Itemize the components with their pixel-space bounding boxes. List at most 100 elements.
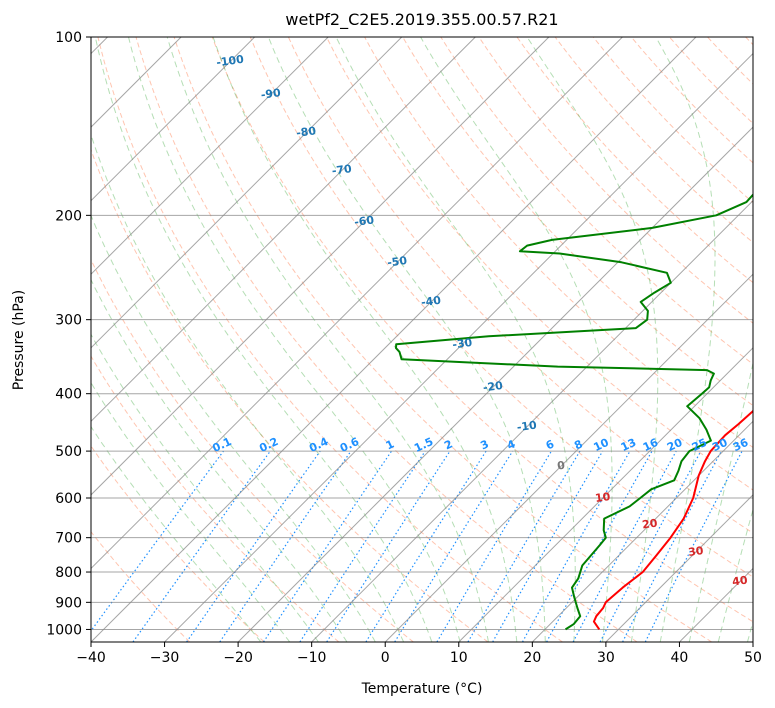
y-tick-label: 300 xyxy=(55,313,82,329)
moist-adiabat xyxy=(655,37,716,642)
isotherm-line xyxy=(91,37,476,423)
dry-adiabat xyxy=(326,37,753,491)
moist-adiabat xyxy=(267,37,546,642)
moist-adiabat xyxy=(717,507,753,642)
isotherm-label: -80 xyxy=(295,124,317,140)
y-tick-label: 400 xyxy=(55,387,82,403)
profiles xyxy=(395,193,753,631)
moist-adiabat-label: 40 xyxy=(731,573,748,588)
moist-adiabat-label: 20 xyxy=(641,516,658,531)
y-tick-label: 100 xyxy=(55,30,82,46)
mixing-ratio-line xyxy=(546,450,653,642)
moist-adiabat xyxy=(94,37,433,642)
dry-adiabat xyxy=(478,37,753,324)
moist-adiabat xyxy=(91,133,405,642)
isotherm-line xyxy=(91,37,256,202)
isotherm-label: -10 xyxy=(516,419,538,435)
y-tick-label: 900 xyxy=(55,595,82,611)
x-tick-label: −30 xyxy=(150,650,180,666)
chart-title: wetPf2_C2E5.2019.355.00.57.R21 xyxy=(285,10,558,30)
y-tick-label: 1000 xyxy=(46,622,82,638)
isotherm-line xyxy=(237,126,753,642)
isotherm-line xyxy=(91,37,403,349)
isotherms xyxy=(91,37,753,642)
isotherm-line xyxy=(91,37,697,642)
mixing-ratio-line xyxy=(91,450,224,632)
isotherm-line xyxy=(91,37,623,570)
x-tick-label: 50 xyxy=(744,650,762,666)
y-tick-label: 600 xyxy=(55,491,82,507)
mixing-ratio-line xyxy=(299,450,426,642)
mixing-ratio-line xyxy=(326,450,451,642)
dry-adiabat xyxy=(516,37,753,284)
mixing-ratio-label: 20 xyxy=(665,436,685,454)
moist-adiabat xyxy=(212,37,518,642)
x-tick-label: 30 xyxy=(597,650,615,666)
isotherm-label: -50 xyxy=(386,254,408,270)
dry-adiabat xyxy=(91,355,340,642)
mixing-ratio-line xyxy=(644,450,743,642)
x-tick-label: 0 xyxy=(381,650,390,666)
mixing-ratio-label: 30 xyxy=(710,436,730,454)
dry-adiabat xyxy=(97,37,563,642)
mixing-ratio-line xyxy=(394,450,514,642)
moist-adiabat-label: 10 xyxy=(594,490,611,505)
isotherm-label: -100 xyxy=(216,53,245,70)
moist-adiabat xyxy=(91,381,291,642)
isotherm-line xyxy=(164,52,753,642)
mixing-ratio-line xyxy=(132,450,271,642)
isotherm-label: -90 xyxy=(260,86,282,102)
mixing-ratio-label: 16 xyxy=(641,436,661,454)
x-tick-label: −40 xyxy=(76,650,106,666)
dry-adiabat xyxy=(211,37,753,623)
moist-adiabat xyxy=(128,37,461,642)
mixing-ratio-label: 10 xyxy=(591,436,611,454)
isotherm-label: -40 xyxy=(420,294,442,310)
temperature-profile xyxy=(592,409,753,630)
x-axis-title: Temperature (°C) xyxy=(361,681,483,697)
isotherm-line xyxy=(91,37,550,496)
y-tick-label: 700 xyxy=(55,531,82,547)
line-labels: -100-90-80-70-60-50-40-30-20-100.1 0.2 0.4… xyxy=(210,53,750,589)
moist-adiabat xyxy=(91,425,262,642)
plot-area: -100-90-80-70-60-50-40-30-20-100.1 0.2 0.4… xyxy=(91,37,753,642)
isotherm-line xyxy=(311,199,753,642)
isotherm-line xyxy=(91,37,329,275)
isotherm-line xyxy=(531,420,753,642)
dry-adiabat xyxy=(249,37,753,578)
y-tick-label: 500 xyxy=(55,444,82,460)
y-tick-label: 800 xyxy=(55,565,82,581)
x-axis: −40 −30 −20 −10 0 10 20 30 40 50 xyxy=(76,642,762,666)
y-axis: 100 200 300 400 500 600 700 800 900 1000 xyxy=(46,30,91,638)
y-axis-title: Pressure (hPa) xyxy=(11,290,27,390)
mixing-ratio-lines xyxy=(91,450,743,642)
isotherm-line xyxy=(458,347,753,642)
isotherm-label: -60 xyxy=(353,213,375,229)
moist-adiabat xyxy=(420,37,613,642)
moist-adiabat xyxy=(91,214,376,642)
isotherm-line xyxy=(605,494,753,642)
mixing-ratio-label: 36 xyxy=(731,436,751,454)
y-tick-label: 200 xyxy=(55,208,82,224)
mixing-ratio-line xyxy=(572,450,677,642)
moist-adiabat xyxy=(91,278,348,642)
isotherm-label: -30 xyxy=(452,336,474,352)
moist-adiabat-label: 30 xyxy=(687,544,704,559)
dry-adiabat xyxy=(91,445,265,642)
mixing-ratio-label: 13 xyxy=(619,436,638,454)
isotherm-label: -20 xyxy=(482,379,504,395)
isotherm-line xyxy=(384,273,753,642)
moist-adiabat xyxy=(526,37,659,642)
mixing-ratio-line xyxy=(186,450,321,642)
dry-adiabat xyxy=(91,531,191,642)
mixing-ratio-label: 25 xyxy=(690,436,709,454)
moist-adiabat xyxy=(688,360,753,642)
plot-frame xyxy=(90,36,754,643)
x-tick-label: 20 xyxy=(523,650,541,666)
x-tick-label: 10 xyxy=(450,650,468,666)
moist-adiabat xyxy=(91,333,319,642)
x-tick-label: −10 xyxy=(297,650,327,666)
mixing-ratio-line xyxy=(219,450,352,642)
